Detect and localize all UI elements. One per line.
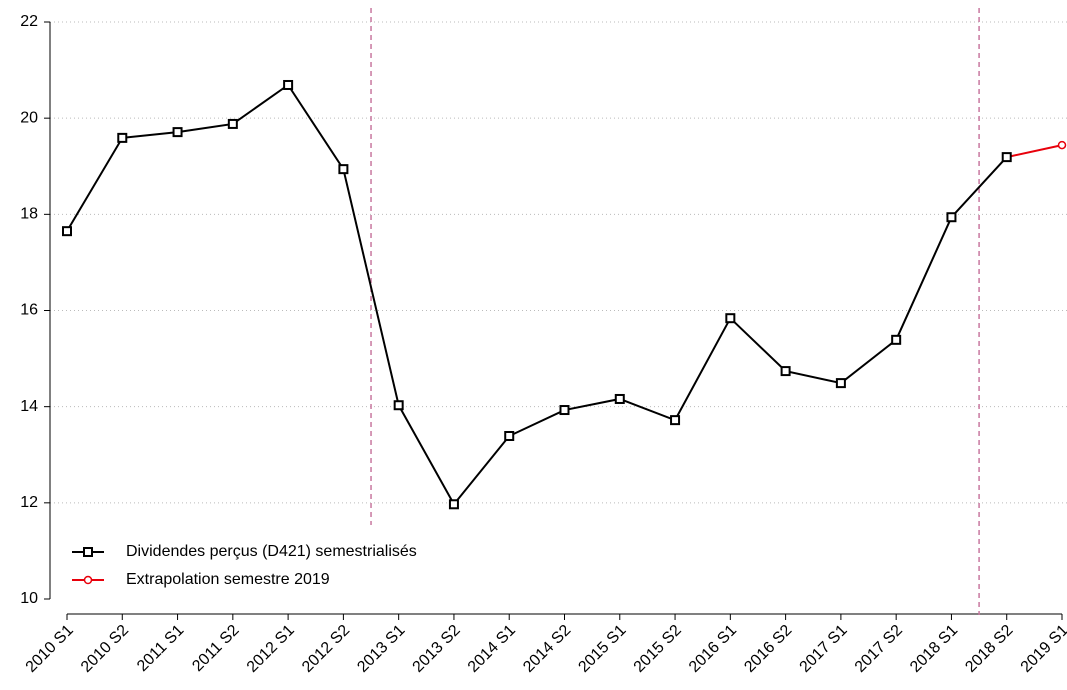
marker	[283, 79, 294, 90]
y-tick-label: 12	[20, 494, 38, 511]
marker	[62, 226, 72, 237]
marker	[227, 118, 238, 129]
marker	[393, 400, 404, 411]
series-line	[66, 83, 1008, 507]
marker	[614, 393, 625, 404]
x-tick-label: 2016 S1	[686, 622, 740, 676]
y-tick-label: 14	[20, 398, 38, 415]
x-tick-label: 2013 S2	[410, 622, 464, 676]
x-tick-label: 2019 S1	[1018, 622, 1067, 676]
x-tick-label: 2018 S2	[962, 622, 1016, 676]
legend-marker	[83, 575, 93, 585]
legend-label: Extrapolation semestre 2019	[126, 571, 330, 588]
legend-marker	[83, 547, 93, 557]
marker	[1057, 140, 1067, 150]
x-tick-label: 2014 S2	[520, 622, 574, 676]
legend-label: Dividendes perçus (D421) semestrialisés	[126, 543, 417, 560]
marker	[670, 415, 681, 426]
x-tick-label: 2015 S1	[575, 622, 629, 676]
marker	[780, 366, 791, 377]
x-tick-label: 2011 S1	[134, 622, 187, 675]
x-tick-label: 2017 S2	[852, 622, 906, 676]
x-tick-label: 2016 S2	[741, 622, 795, 676]
marker	[172, 127, 183, 138]
x-tick-label: 2013 S1	[354, 622, 408, 676]
y-tick-label: 16	[20, 302, 38, 319]
x-tick-label: 2018 S1	[907, 622, 961, 676]
marker	[338, 164, 349, 175]
x-tick-label: 2012 S1	[244, 622, 298, 676]
x-tick-label: 2011 S2	[189, 622, 242, 675]
x-tick-label: 2012 S2	[299, 622, 353, 676]
x-tick-label: 2014 S1	[465, 622, 519, 676]
marker	[117, 132, 128, 143]
marker	[1001, 152, 1012, 163]
marker	[835, 378, 846, 389]
marker	[725, 313, 736, 324]
y-tick-label: 20	[20, 109, 38, 126]
marker	[448, 499, 459, 510]
series-line	[1006, 144, 1063, 159]
x-tick-label: 2010 S2	[78, 622, 132, 676]
y-tick-label: 18	[20, 206, 38, 223]
x-tick-label: 2017 S1	[797, 622, 851, 676]
x-tick-label: 2010 S1	[23, 622, 77, 676]
marker	[559, 405, 570, 416]
x-tick-label: 2015 S2	[631, 622, 685, 676]
y-tick-label: 10	[20, 590, 38, 607]
marker	[946, 212, 957, 223]
y-tick-label: 22	[20, 13, 38, 30]
marker	[891, 334, 902, 345]
marker	[504, 430, 515, 441]
